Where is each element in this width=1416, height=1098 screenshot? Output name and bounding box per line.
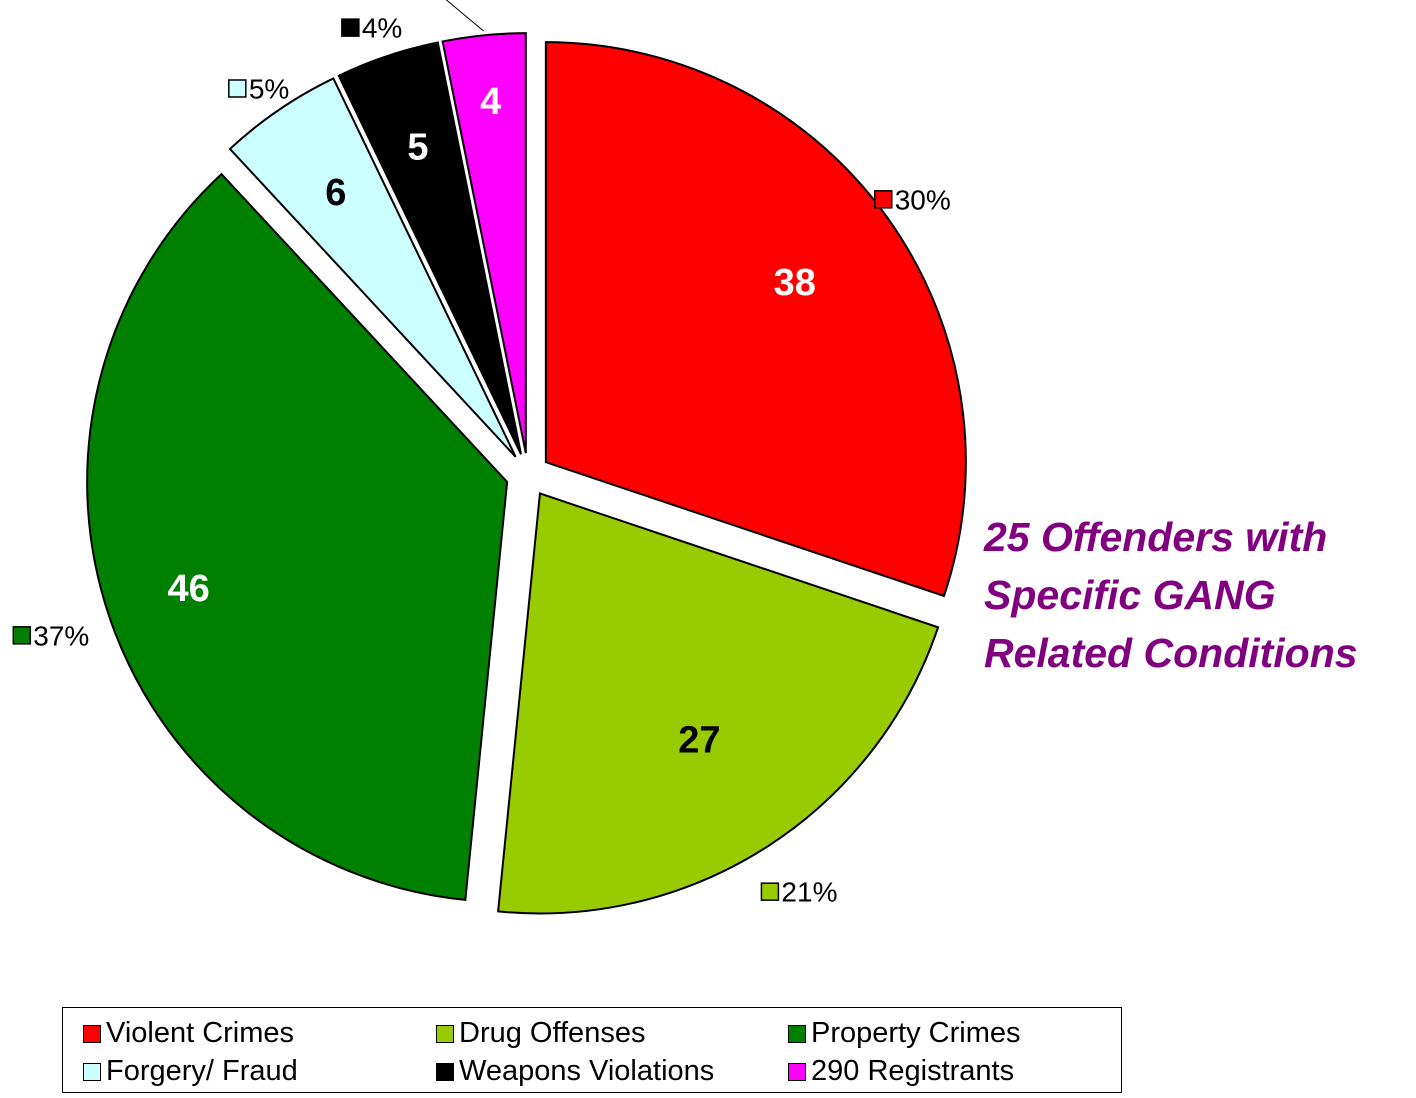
percent-text: 3% [463,0,503,1]
legend-item-violent-crimes: Violent Crimes [83,1016,294,1050]
legend-label: Forgery/ Fraud [106,1055,298,1087]
leader-line-290-registrants [445,0,484,32]
percent-label-weapons-violations: 4% [341,13,402,44]
legend-swatch-property-crimes [788,1025,806,1043]
percent-label-violent-crimes: 30% [873,184,951,215]
legend-label: Drug Offenses [459,1017,646,1049]
legend-swatch-weapons-violations [436,1063,454,1081]
percent-text: 5% [249,73,289,104]
legend-item-290-registrants: 290 Registrants [788,1054,1014,1088]
legend-item-property-crimes: Property Crimes [788,1016,1021,1050]
legend-item-forgery-fraud: Forgery/ Fraud [83,1054,298,1088]
chart-annotation: 25 Offenders with Specific GANG Related … [984,508,1409,682]
value-label-violent-crimes: 38 [774,262,816,304]
percent-swatch [760,882,780,901]
percent-swatch [341,18,360,37]
percent-swatch [228,79,247,98]
chart-legend: Violent Crimes Drug Offenses Property Cr… [62,1007,1122,1093]
percent-label-property-crimes: 37% [12,620,89,651]
percent-text: 37% [33,620,89,651]
pie-slice-violent-crimes [544,41,967,598]
legend-item-weapons-violations: Weapons Violations [436,1054,714,1088]
pie-slice-forgery-fraud [228,77,517,458]
legend-item-drug-offenses: Drug Offenses [436,1016,645,1050]
percent-text: 4% [362,13,402,44]
legend-swatch-290-registrants [788,1063,806,1081]
pie-slice-weapons-violations [337,41,522,455]
legend-label: Property Crimes [811,1017,1021,1049]
percent-swatch [873,190,893,209]
pie-slice-property-crimes [86,172,509,902]
pie-slice-drug-offenses [497,492,940,915]
value-label-forgery-fraud: 6 [325,172,346,214]
annotation-line-3: Related Conditions [984,630,1358,676]
percent-label-drug-offenses: 21% [760,877,837,908]
legend-swatch-violent-crimes [83,1025,101,1043]
percent-label-290-registrants: 3% [463,0,503,1]
percent-text: 30% [895,184,951,215]
value-label-drug-offenses: 27 [678,719,720,761]
pie-slice-290-registrants [441,32,527,454]
annotation-line-1: 25 Offenders with [984,514,1328,560]
value-label-property-crimes: 46 [168,568,210,610]
percent-swatch [12,626,32,645]
legend-swatch-drug-offenses [436,1025,454,1043]
percent-text: 21% [781,877,837,908]
legend-swatch-forgery-fraud [83,1063,101,1081]
value-label-weapons-violations: 5 [407,127,428,169]
percent-label-forgery-fraud: 5% [228,73,289,104]
legend-label: Weapons Violations [459,1055,715,1087]
legend-label: 290 Registrants [811,1055,1015,1087]
annotation-line-2: Specific GANG [984,572,1276,618]
value-label-290-registrants: 4 [480,81,501,123]
legend-label: Violent Crimes [106,1017,295,1049]
